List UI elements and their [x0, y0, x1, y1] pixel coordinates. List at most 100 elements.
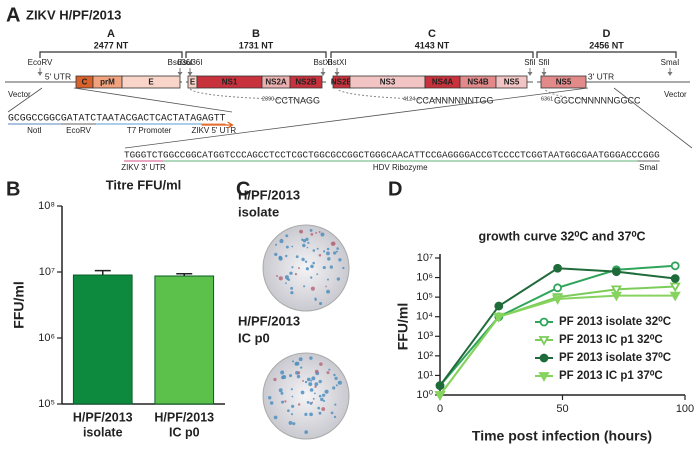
focus-spot: [299, 229, 304, 234]
focus-spot: [310, 286, 315, 291]
focus-spot: [290, 286, 294, 290]
focus-spot: [335, 250, 338, 253]
sequence: CGGG: [637, 149, 659, 160]
legend-label: PF 2013 IC p1 32⁰C: [559, 333, 663, 346]
panel-label: D: [388, 178, 402, 200]
focus-spot: [313, 392, 316, 395]
sequence: GGCCGGCATGGTCCCAGCCTCCTCGCTGGCGCCGGCTGGG…: [163, 149, 638, 160]
focus-spot: [291, 360, 295, 363]
legend-marker: [539, 353, 549, 363]
focus-spot: [300, 390, 305, 395]
legend-marker: [538, 372, 550, 382]
marker: [669, 291, 681, 302]
focus-spot: [288, 420, 293, 425]
focus-spot: [278, 388, 283, 393]
focus-spot: [287, 409, 290, 413]
gene-label: NS5: [556, 78, 572, 87]
focus-spot: [314, 385, 317, 388]
site-position: 2390: [262, 96, 274, 102]
focus-spot: [281, 400, 285, 404]
y-axis-label: FFU/ml: [11, 281, 27, 328]
focus-spot: [296, 371, 301, 375]
site-label: SfiI: [524, 58, 536, 67]
connector: [73, 87, 233, 113]
focus-spot: [291, 245, 294, 248]
focus-spot: [287, 278, 291, 281]
focus-spot: [294, 362, 298, 365]
gene-label: NS4A: [432, 78, 454, 87]
error-bar: [176, 273, 193, 276]
legend-marker: [538, 336, 550, 346]
focus-spot: [296, 374, 301, 379]
y-tick-label: 10⁴: [416, 311, 433, 323]
focus-spot: [323, 250, 326, 253]
marker: [434, 391, 446, 401]
vector-label: Vector: [664, 90, 687, 99]
sequence: TGGGTCT: [124, 149, 163, 160]
marker: [494, 301, 504, 311]
x-tick-label: isolate: [83, 425, 123, 439]
gene-label: NS5: [504, 78, 520, 87]
gene-label: E: [190, 78, 196, 87]
focus-spot: [326, 278, 329, 281]
dashed-arrow: [189, 88, 316, 101]
focus-spot: [309, 402, 313, 405]
sequence-label: NotI: [27, 126, 42, 135]
well-label: H/PF/2013: [238, 313, 300, 328]
focus-spot: [311, 376, 316, 381]
focus-spot: [336, 277, 341, 281]
focus-spot: [306, 377, 311, 382]
fragment-name: A: [107, 28, 115, 40]
focus-spot: [337, 380, 342, 385]
legend-label: PF 2013 isolate 37⁰C: [559, 351, 671, 364]
y-tick-label: 10⁷: [39, 266, 55, 278]
focus-spot: [333, 373, 336, 377]
focus-spot: [330, 241, 335, 246]
sequence-label: ZIKV 3' UTR: [121, 163, 166, 172]
focus-spot: [322, 265, 326, 270]
arrowhead: [541, 72, 547, 76]
focus-spot: [342, 266, 345, 270]
focus-spot: [312, 397, 315, 400]
focus-spot: [284, 400, 287, 403]
x-tick-label: 0: [437, 403, 443, 415]
focus-spot: [314, 369, 319, 374]
gene-box: [495, 75, 528, 89]
sequence-label: ZIKV 5' UTR: [191, 126, 236, 135]
focus-spot: [318, 230, 321, 233]
fragment-length: 2477 NT: [94, 40, 129, 50]
gene-label: 5' UTR: [45, 71, 71, 81]
focus-spot: [289, 374, 293, 378]
focus-spot: [286, 278, 289, 281]
x-tick-label: H/PF/2013: [154, 410, 214, 424]
focus-spot: [327, 257, 331, 261]
bar: [72, 274, 133, 405]
site-position: 4124: [403, 96, 415, 102]
y-tick-label: 10¹: [417, 369, 433, 381]
focus-spot: [335, 384, 338, 387]
focus-spot: [326, 289, 330, 294]
legend-label: PF 2013 isolate 32⁰C: [559, 315, 671, 328]
well-label: isolate: [238, 204, 279, 219]
vector-label: Vector: [8, 90, 31, 99]
gene-box: [540, 75, 587, 89]
legend-label: PF 2013 IC p1 37⁰C: [559, 369, 663, 382]
focus-spot: [305, 267, 309, 271]
site-label: EcoRV: [28, 58, 53, 67]
focus-spot: [316, 273, 319, 276]
well: [262, 352, 350, 440]
chart-title: Titre FFU/ml: [106, 177, 182, 192]
focus-spot: [319, 362, 323, 366]
focus-spot: [310, 264, 314, 269]
focus-spot: [336, 247, 339, 250]
arrowhead: [187, 72, 193, 76]
focus-spot: [316, 247, 319, 250]
focus-spot: [274, 252, 278, 257]
site-sequence: GGCCNNNNNGGCC: [554, 95, 641, 105]
marker: [670, 274, 680, 283]
focus-spot: [290, 413, 294, 416]
panel-label: C: [236, 178, 250, 200]
focus-spot: [290, 291, 294, 295]
focus-spot: [304, 260, 308, 263]
focus-spot: [314, 297, 317, 300]
